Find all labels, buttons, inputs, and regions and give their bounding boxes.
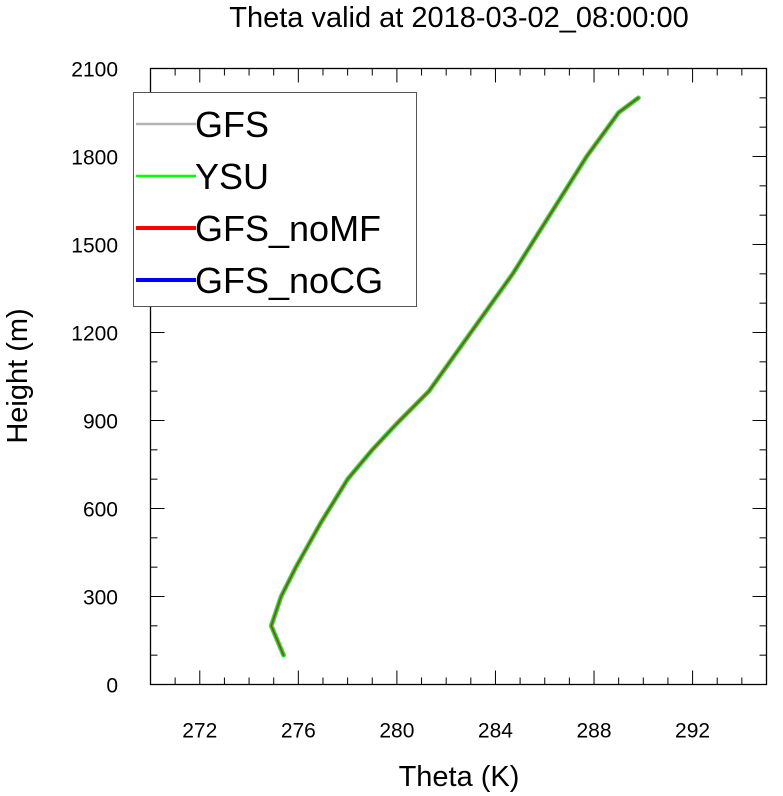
x-tick-label: 280 xyxy=(379,720,414,743)
y-axis-label: Height (m) xyxy=(2,308,34,443)
y-tick-label: 300 xyxy=(83,587,118,610)
legend-label: GFS xyxy=(195,104,269,145)
axis-ticks: 272 276 280 284 288 292 0 300 600 900 1200 1500 1800… xyxy=(71,59,767,743)
y-tick-label: 900 xyxy=(83,411,118,434)
y-tick-label: 0 xyxy=(106,675,118,698)
legend-box xyxy=(133,92,417,307)
series-lines xyxy=(268,95,641,658)
x-tick-label: 288 xyxy=(576,720,611,743)
x-tick-label: 292 xyxy=(675,720,710,743)
y-tick-label: 600 xyxy=(83,499,118,522)
y-tick-label: 1800 xyxy=(71,147,118,170)
plot-frame xyxy=(149,67,768,686)
legend-label: GFS_noMF xyxy=(195,208,381,249)
series-outline xyxy=(270,97,639,656)
x-tick-label: 272 xyxy=(182,720,217,743)
legend-label: YSU xyxy=(195,156,269,197)
chart-title: Theta valid at 2018-03-02_08:00:00 xyxy=(229,2,689,34)
legend: GFS YSU GFS_noMF GFS_noCG xyxy=(133,92,417,307)
y-tick-label: 1200 xyxy=(71,323,118,346)
x-tick-label: 284 xyxy=(478,720,513,743)
x-axis-label: Theta (K) xyxy=(399,761,520,793)
y-tick-label: 2100 xyxy=(71,59,118,82)
x-tick-label: 276 xyxy=(281,720,316,743)
y-tick-label: 1500 xyxy=(71,235,118,258)
legend-label: GFS_noCG xyxy=(195,260,383,301)
